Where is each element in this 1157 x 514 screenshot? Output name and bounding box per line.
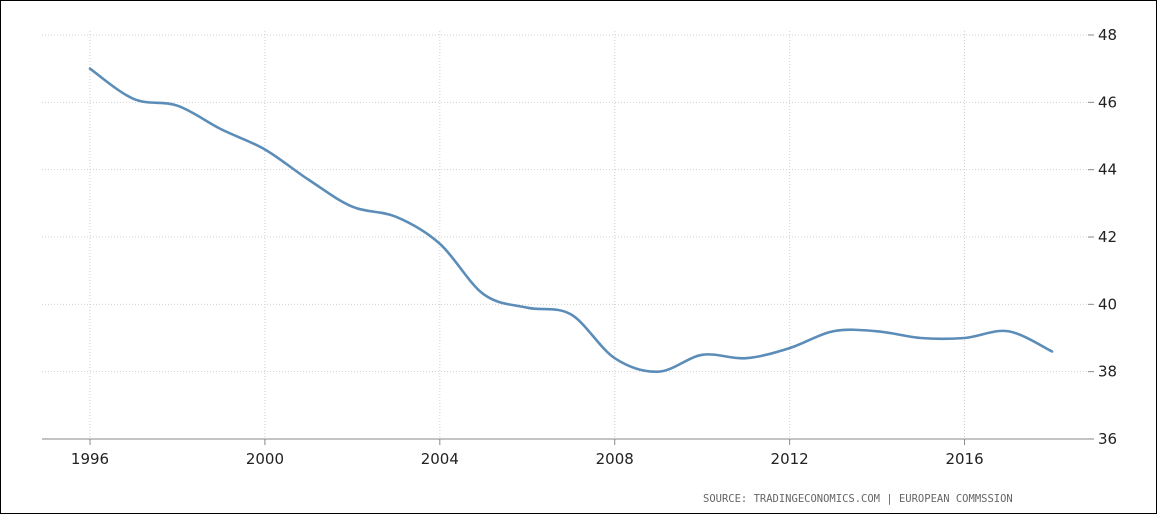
x-tick-label-2008: 2008 (596, 450, 634, 468)
data-point-2013 (832, 330, 834, 332)
data-point-2003 (395, 216, 397, 218)
data-point-2010 (701, 354, 703, 356)
x-tick-label-2000: 2000 (246, 450, 284, 468)
y-tick-label-44: 44 (1098, 161, 1117, 179)
y-tick-label-40: 40 (1098, 295, 1117, 313)
data-point-2017 (1007, 330, 1009, 332)
data-point-2000 (264, 148, 266, 150)
data-point-2014 (876, 330, 878, 332)
data-point-2015 (920, 337, 922, 339)
data-point-1997 (133, 98, 135, 100)
data-point-2018 (1051, 350, 1053, 352)
x-tick-label-2012: 2012 (771, 450, 809, 468)
grid-layer (42, 31, 1088, 440)
y-tick-label-48: 48 (1098, 26, 1117, 44)
data-point-2009 (657, 370, 659, 372)
data-point-2011 (745, 357, 747, 359)
data-point-2001 (307, 179, 309, 181)
data-point-2004 (439, 243, 441, 245)
data-point-2008 (614, 357, 616, 359)
x-tick-label-2004: 2004 (421, 450, 459, 468)
data-point-2002 (351, 206, 353, 208)
data-point-1999 (220, 128, 222, 130)
y-tick-label-46: 46 (1098, 93, 1117, 111)
x-tick-label-2016: 2016 (945, 450, 983, 468)
data-point-2007 (570, 313, 572, 315)
series-layer (88, 67, 1054, 373)
y-tick-label-36: 36 (1098, 430, 1117, 448)
axis-layer: 36 38 40 42 44 46 48 1996 2000 2004 2008 2012 2016 (71, 26, 1117, 468)
data-point-2016 (963, 337, 965, 339)
data-point-1998 (176, 105, 178, 107)
y-tick-label-38: 38 (1098, 363, 1117, 381)
data-point-2005 (482, 293, 484, 295)
data-point-2006 (526, 307, 528, 309)
data-point-1996 (89, 67, 91, 69)
y-tick-label-42: 42 (1098, 228, 1117, 246)
source-caption: SOURCE: TRADINGECONOMICS.COM | EUROPEAN … (703, 493, 1013, 505)
x-tick-label-1996: 1996 (71, 450, 109, 468)
data-point-2012 (788, 347, 790, 349)
series-line-0 (88, 67, 1054, 373)
